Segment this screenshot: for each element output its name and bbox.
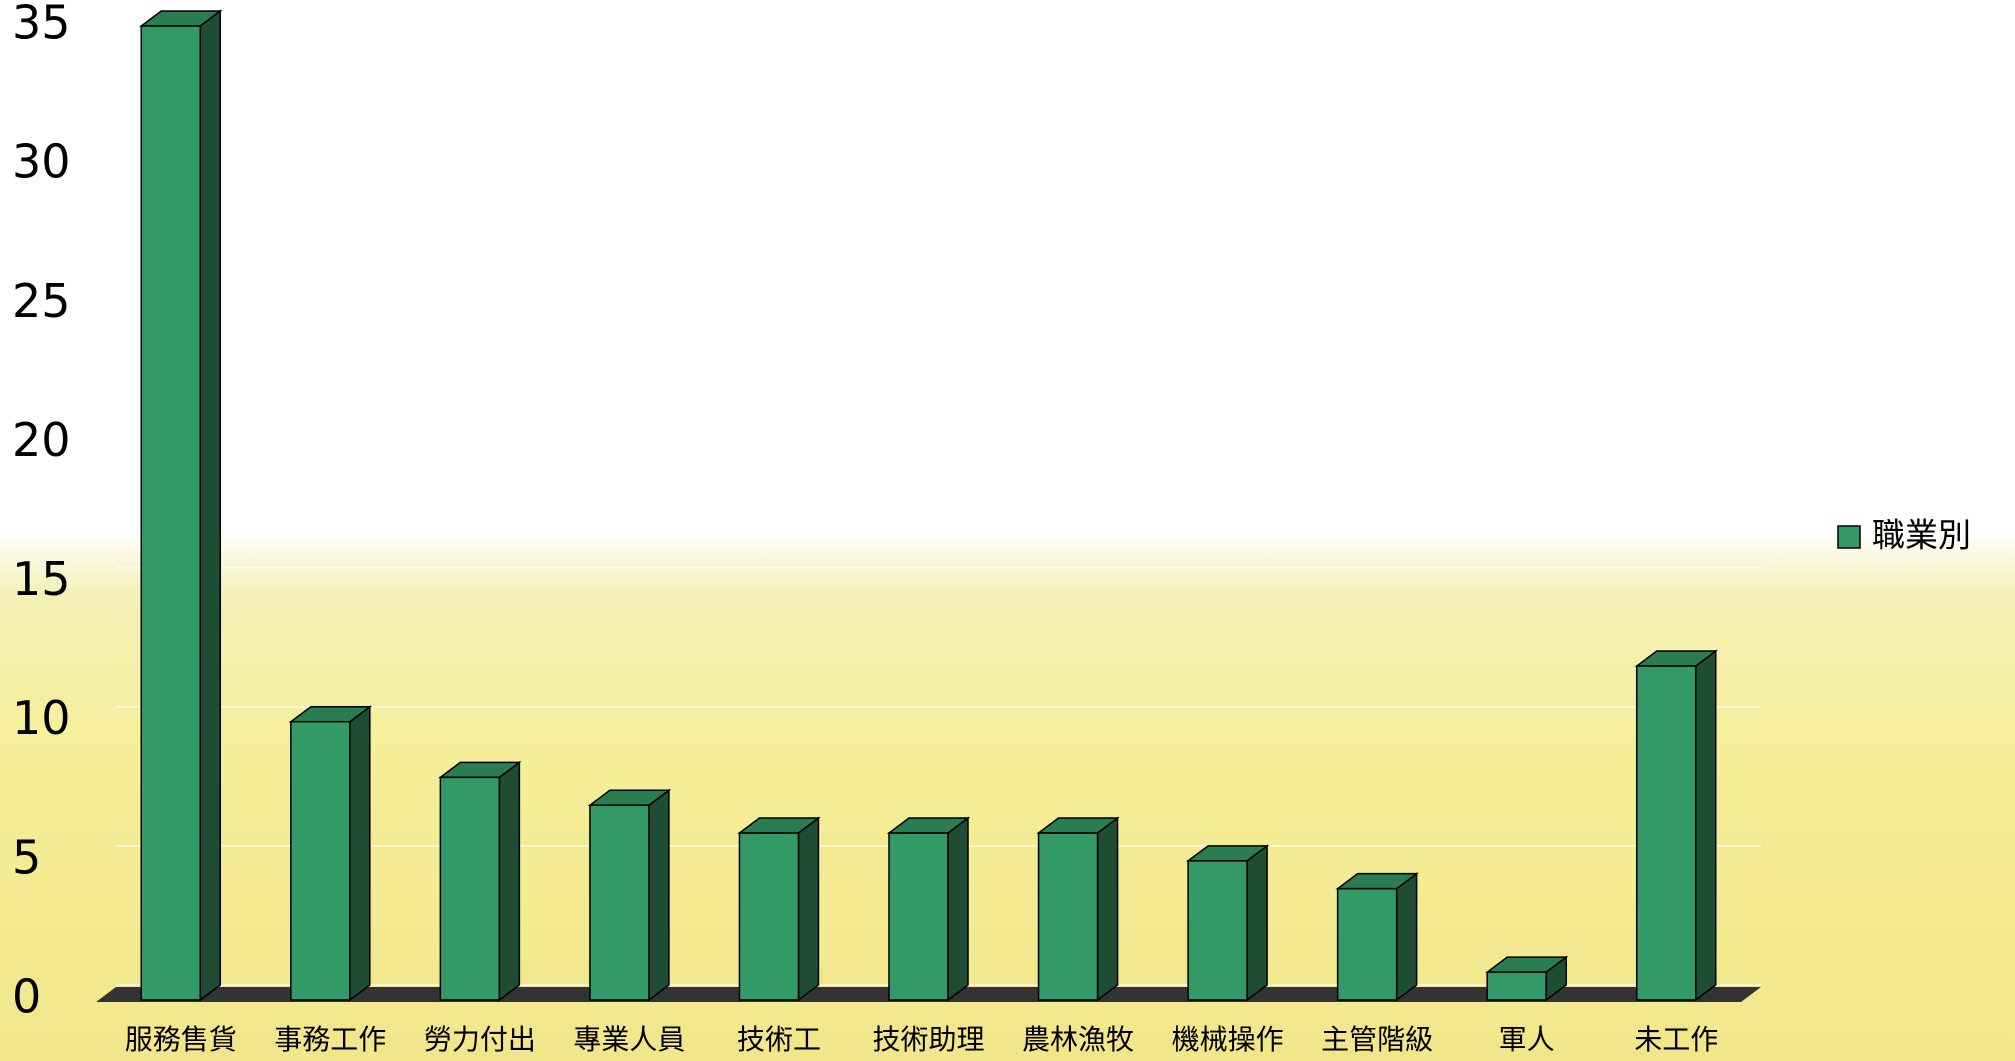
bar-side (1096, 816, 1119, 1002)
bar (1336, 887, 1398, 1001)
y-tick-label: 5 (12, 830, 41, 884)
y-tick-label: 10 (12, 691, 71, 745)
x-tick-label: 技術助理 (872, 1023, 984, 1056)
bar-side (648, 788, 670, 1002)
bar-side (199, 9, 222, 1002)
y-tick-label: 25 (12, 274, 71, 328)
y-tick-label: 35 (12, 0, 71, 50)
bar (1187, 860, 1248, 1001)
legend-swatch (1837, 525, 1861, 549)
bar (439, 776, 501, 1001)
bar-side (1694, 649, 1717, 1002)
x-tick-label: 軍人 (1499, 1023, 1555, 1056)
bar-side (498, 760, 521, 1002)
bar-side (947, 816, 969, 1002)
bar (738, 832, 800, 1001)
x-tick-label: 主管階級 (1321, 1023, 1433, 1056)
bar (1635, 665, 1697, 1001)
x-tick-label: 勞力付出 (424, 1023, 536, 1056)
bar (589, 804, 650, 1001)
bar (888, 832, 949, 1001)
bar (290, 720, 351, 1001)
y-tick-label: 30 (12, 135, 71, 189)
y-tick-label: 15 (12, 552, 71, 606)
x-tick-label: 服務售貨 (125, 1023, 237, 1056)
bar (1037, 832, 1099, 1001)
x-tick-label: 機械操作 (1172, 1023, 1284, 1056)
y-tick-label: 20 (12, 413, 71, 467)
y-tick-label: 0 (12, 970, 41, 1024)
legend-label: 職業別 (1872, 516, 1971, 555)
x-tick-label: 事務工作 (274, 1023, 386, 1056)
x-tick-label: 未工作 (1634, 1023, 1718, 1056)
bar-side (1395, 872, 1418, 1002)
x-tick-label: 專業人員 (573, 1023, 685, 1056)
bar-side (797, 816, 820, 1002)
bar (140, 25, 202, 1001)
bar-side (1246, 844, 1268, 1002)
x-tick-label: 技術工 (737, 1023, 821, 1056)
x-tick-label: 農林漁牧 (1022, 1023, 1134, 1056)
bar (1486, 971, 1547, 1001)
bar-side (349, 705, 371, 1002)
